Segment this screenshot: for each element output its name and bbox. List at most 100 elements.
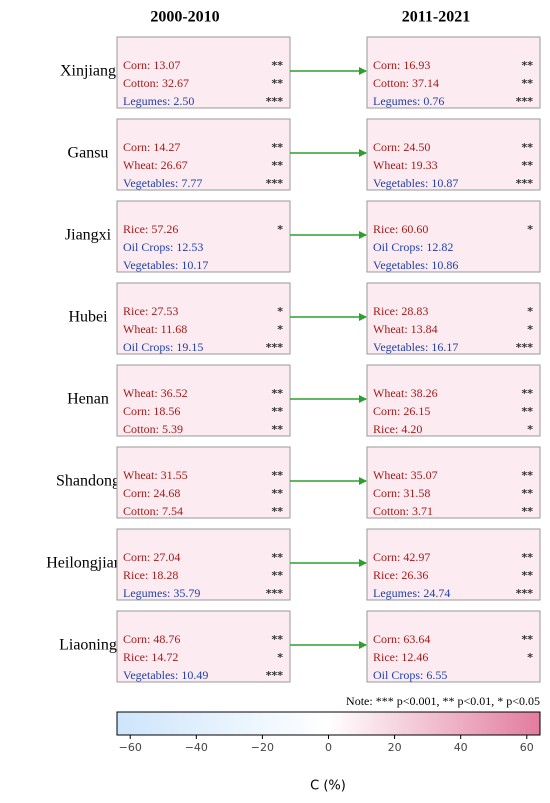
significance: **: [271, 423, 283, 436]
colorbar-tick-label: 60: [520, 741, 534, 754]
crop-value: Corn: 14.27: [123, 140, 180, 154]
province-label: Gansu: [68, 145, 109, 162]
colorbar: [116, 711, 541, 736]
crop-value: Vegetables: 10.87: [373, 176, 458, 190]
province-label: Hubei: [68, 309, 108, 326]
crop-value: Cotton: 32.67: [123, 76, 189, 90]
crop-value: Corn: 13.07: [123, 58, 180, 72]
crop-value: Rice: 12.46: [373, 650, 428, 664]
crop-value: Wheat: 11.68: [123, 322, 187, 336]
significance: **: [521, 59, 533, 72]
colorbar-tick-label: 40: [454, 741, 468, 754]
crop-value: Wheat: 13.84: [373, 322, 438, 336]
province-label: Henan: [67, 391, 109, 408]
significance: **: [521, 633, 533, 646]
crop-value: Rice: 14.72: [123, 650, 178, 664]
significance: **: [521, 77, 533, 90]
crop-value: Wheat: 35.07: [373, 468, 438, 482]
significance: ***: [266, 95, 284, 108]
result-box: [116, 610, 291, 683]
result-box: [116, 364, 291, 437]
result-box: [116, 528, 291, 601]
crop-value: Wheat: 26.67: [123, 158, 188, 172]
significance: **: [271, 387, 283, 400]
result-box: [116, 118, 291, 191]
crop-value: Rice: 4.20: [373, 422, 422, 436]
crop-value: Cotton: 3.71: [373, 504, 433, 518]
crop-value: Vegetables: 10.17: [123, 258, 208, 272]
result-box: [366, 610, 541, 683]
colorbar-tick-label: 0: [325, 741, 332, 754]
result-box: [366, 118, 541, 191]
significance: **: [271, 469, 283, 482]
result-box: [366, 446, 541, 519]
significance: ***: [516, 587, 534, 600]
significance: **: [521, 469, 533, 482]
crop-value: Wheat: 19.33: [373, 158, 438, 172]
significance: ***: [516, 95, 534, 108]
crop-value: Rice: 27.53: [123, 304, 178, 318]
result-box: [366, 364, 541, 437]
significance: **: [521, 569, 533, 582]
significance: **: [271, 569, 283, 582]
result-box: [116, 200, 291, 273]
crop-value: Corn: 27.04: [123, 550, 180, 564]
province-label: Xinjiang: [60, 63, 116, 80]
crop-value: Corn: 31.58: [373, 486, 430, 500]
significance: **: [521, 159, 533, 172]
crop-value: Legumes: 2.50: [123, 94, 194, 108]
colorbar-tick-label: −20: [251, 741, 274, 754]
colorbar-tick-label: −40: [185, 741, 208, 754]
crop-value: Corn: 18.56: [123, 404, 180, 418]
significance: **: [271, 487, 283, 500]
crop-value: Oil Crops: 12.82: [373, 240, 453, 254]
crop-value: Corn: 24.68: [123, 486, 180, 500]
significance: **: [271, 505, 283, 518]
crop-value: Wheat: 36.52: [123, 386, 188, 400]
significance: ***: [266, 177, 284, 190]
province-label: Heilongjiang: [46, 555, 130, 572]
crop-value: Vegetables: 10.86: [373, 258, 458, 272]
crop-value: Vegetables: 10.49: [123, 668, 208, 682]
significance: **: [271, 141, 283, 154]
crop-value: Rice: 28.83: [373, 304, 428, 318]
significance: **: [521, 551, 533, 564]
crop-value: Vegetables: 16.17: [373, 340, 458, 354]
province-label: Shandong: [56, 473, 120, 490]
significance: *: [277, 305, 283, 318]
note: Note: *** p<0.001, ** p<0.01, * p<0.05: [346, 694, 540, 708]
result-box: [366, 282, 541, 355]
crop-value: Rice: 26.36: [373, 568, 428, 582]
significance: *: [277, 651, 283, 664]
colorbar-label: C (%): [310, 779, 346, 794]
significance: *: [277, 223, 283, 236]
significance: **: [521, 405, 533, 418]
significance: *: [527, 423, 533, 436]
significance: ***: [266, 669, 284, 682]
significance: **: [521, 141, 533, 154]
province-label: Jiangxi: [65, 227, 112, 244]
crop-value: Cotton: 7.54: [123, 504, 183, 518]
significance: **: [271, 633, 283, 646]
significance: **: [521, 505, 533, 518]
result-box: [366, 200, 541, 273]
crop-value: Cotton: 5.39: [123, 422, 183, 436]
crop-value: Oil Crops: 19.15: [123, 340, 203, 354]
result-box: [116, 446, 291, 519]
crop-value: Rice: 18.28: [123, 568, 178, 582]
crop-value: Wheat: 38.26: [373, 386, 438, 400]
column-header: 2000-2010: [150, 9, 219, 26]
significance: **: [271, 59, 283, 72]
crop-value: Rice: 57.26: [123, 222, 178, 236]
result-box: [366, 528, 541, 601]
result-box: [116, 282, 291, 355]
crop-value: Wheat: 31.55: [123, 468, 188, 482]
crop-value: Legumes: 24.74: [373, 586, 450, 600]
result-box: [116, 36, 291, 109]
significance: *: [527, 323, 533, 336]
significance: ***: [516, 341, 534, 354]
significance: **: [521, 387, 533, 400]
crop-value: Corn: 24.50: [373, 140, 430, 154]
significance: *: [527, 305, 533, 318]
